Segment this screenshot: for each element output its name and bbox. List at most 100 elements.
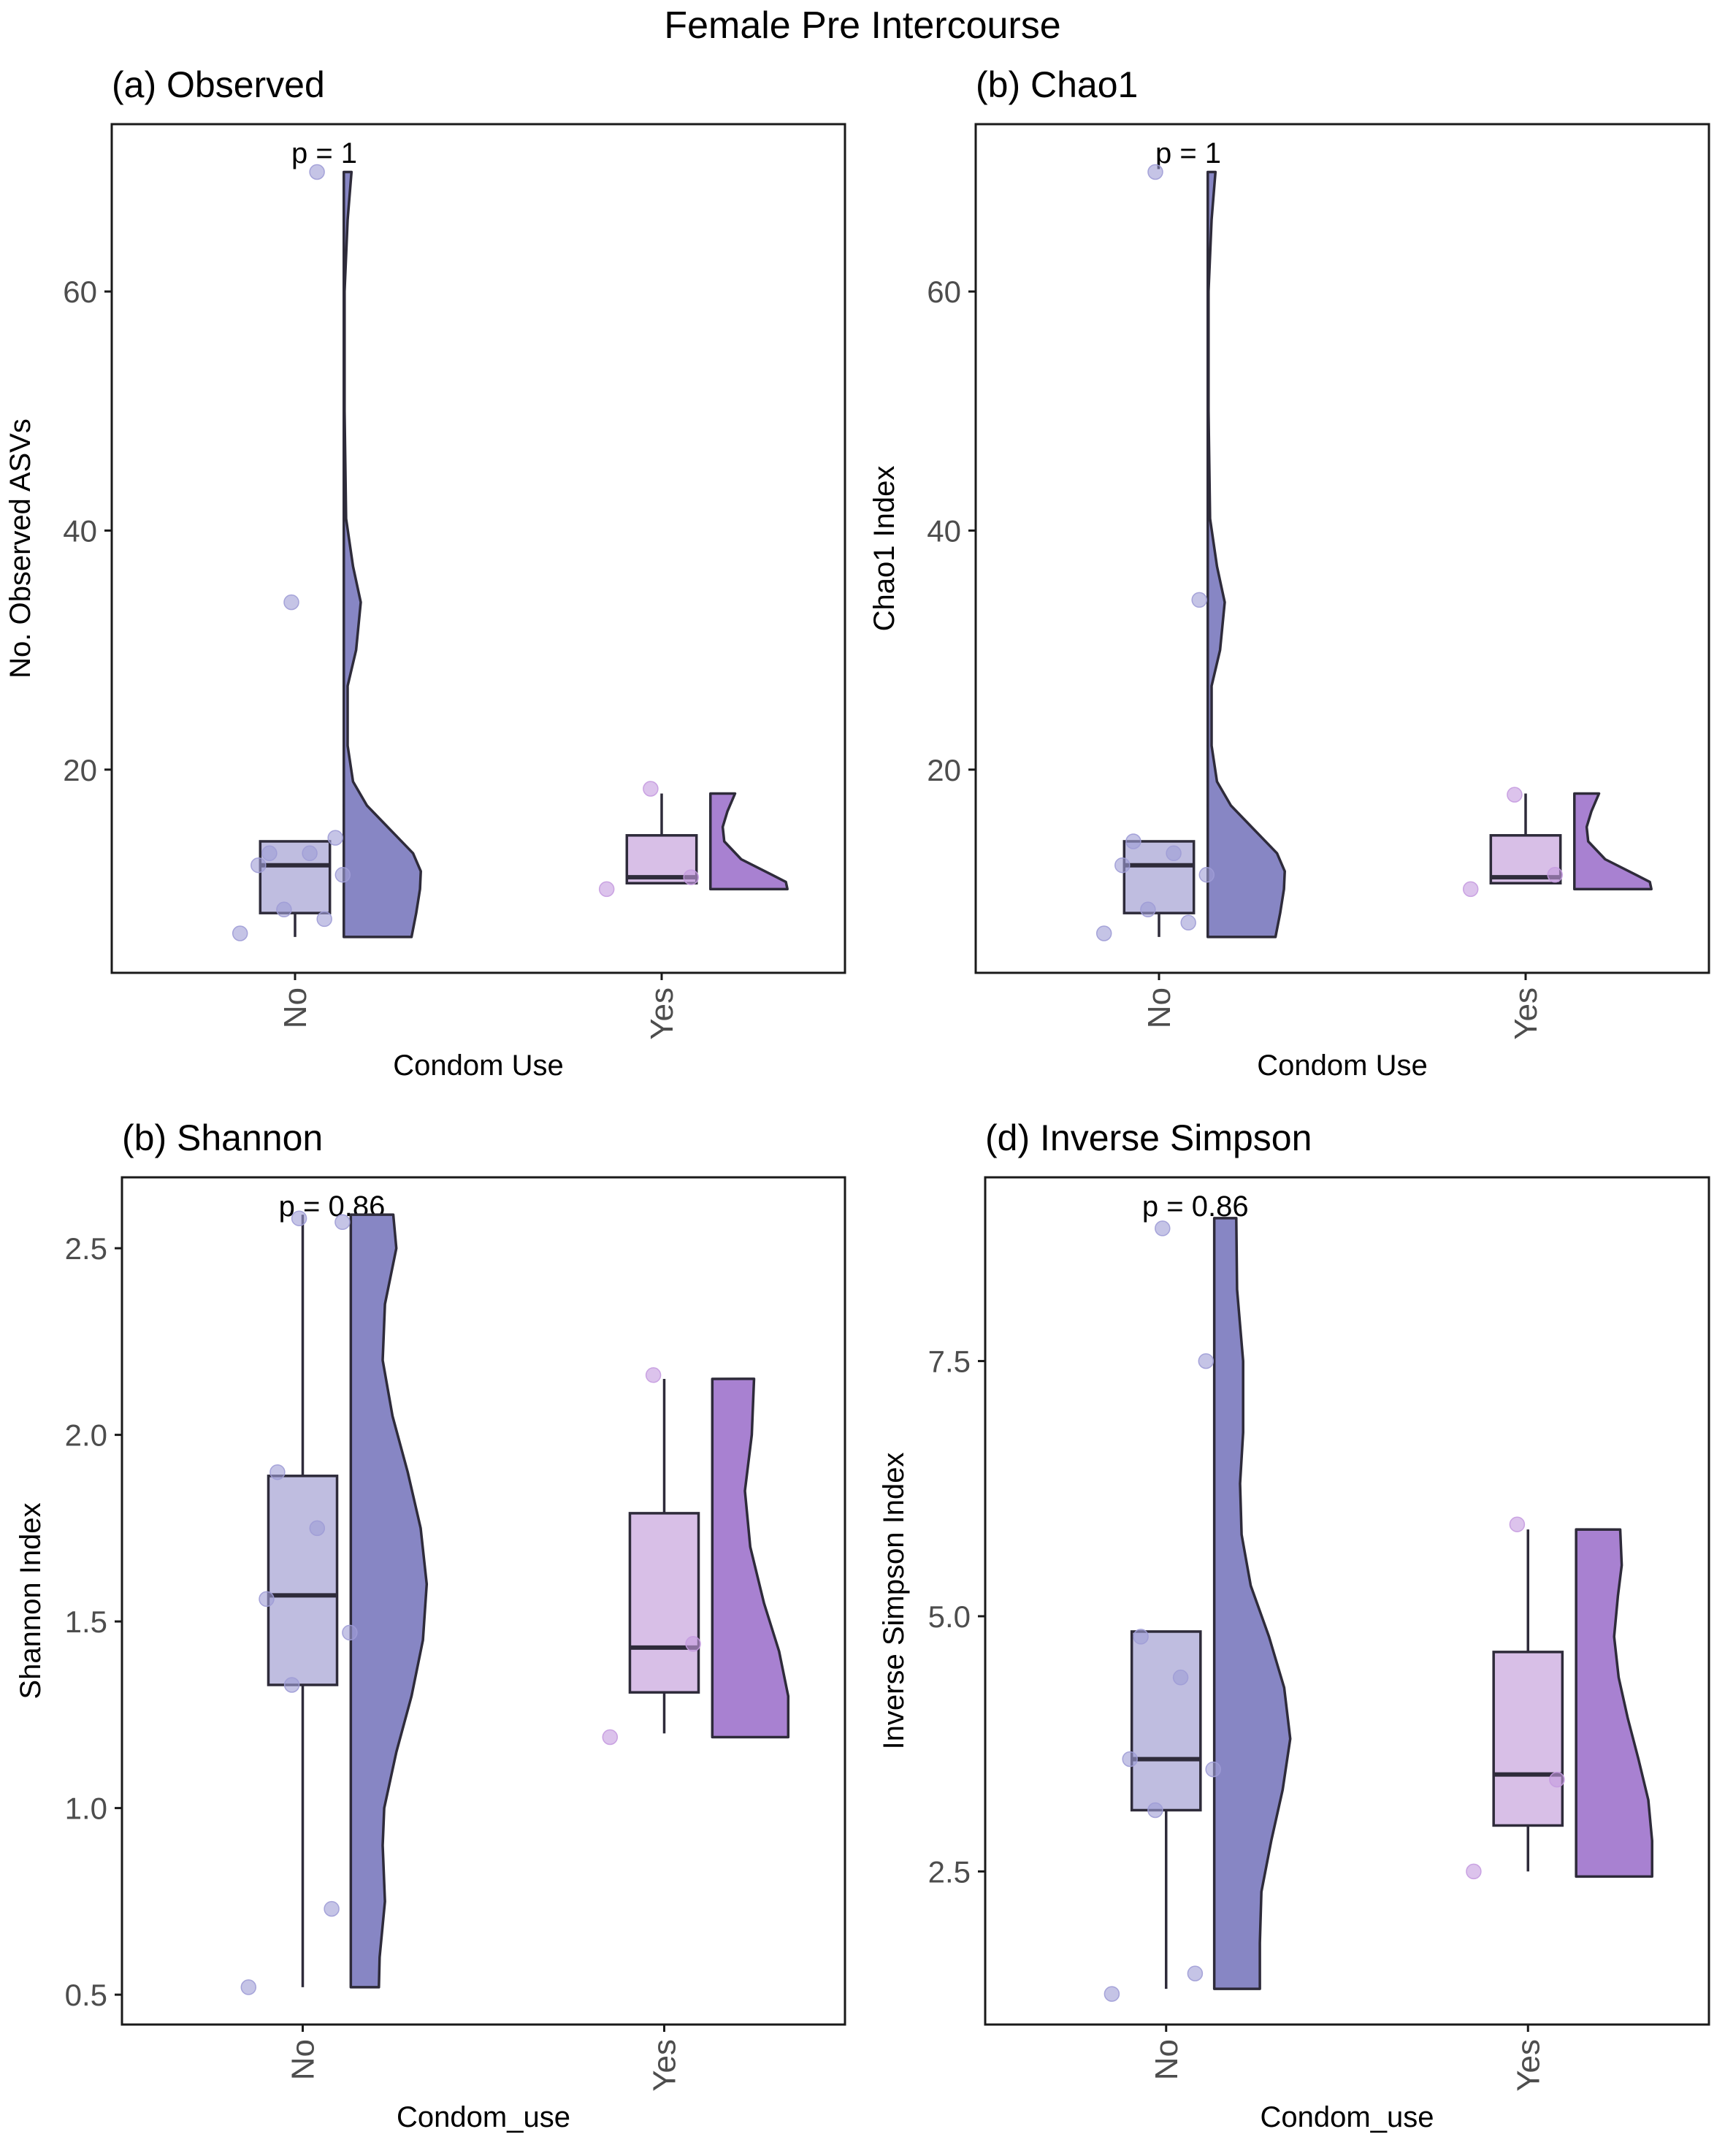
data-point	[1549, 1771, 1565, 1788]
data-point	[1125, 833, 1141, 849]
p-value-annotation: p = 1	[291, 137, 357, 169]
data-point	[1547, 867, 1563, 883]
box-body	[1122, 840, 1196, 914]
panels: (a) Observed 20 40 60 No. Observed ASVs Condo…	[4, 64, 1710, 2133]
x-axis-label: Condom Use	[393, 1050, 563, 1082]
y-tick-label: 20	[927, 753, 961, 787]
panel-title: (d) Inverse Simpson	[985, 1117, 1312, 1158]
data-point	[1104, 1986, 1120, 2002]
y-tick-label: 5.0	[928, 1599, 971, 1634]
data-point	[324, 1900, 340, 1917]
data-point	[283, 1677, 300, 1693]
data-point	[232, 925, 248, 941]
group-yes: Yes	[598, 781, 789, 1040]
plot-border	[121, 1176, 846, 2026]
group-no: No	[1104, 1217, 1292, 2080]
panel-4: (d) Inverse Simpson 2.5 5.0 7.5 Inverse Simp…	[878, 1117, 1710, 2133]
violin-yes	[709, 792, 789, 891]
box-body	[267, 1475, 339, 1686]
y-tick-label: 0.5	[65, 1978, 107, 2012]
data-point	[276, 901, 292, 918]
panel-title: (b) Shannon	[122, 1117, 323, 1158]
data-point	[1198, 867, 1215, 883]
data-point	[1187, 1965, 1204, 1981]
data-point	[1466, 1863, 1482, 1880]
data-point	[1147, 164, 1163, 180]
violin-yes	[1575, 1528, 1653, 1878]
panel-2: (b) Chao1 20 40 60 Chao1 Index Condom Use p = …	[868, 64, 1710, 1082]
data-point	[1180, 914, 1196, 931]
data-point	[1172, 1670, 1189, 1686]
data-point	[261, 845, 278, 862]
x-tick-label: No	[1149, 2039, 1185, 2080]
data-point	[283, 594, 299, 611]
box-body	[1130, 1630, 1202, 1812]
data-point	[645, 1367, 662, 1383]
y-axis-label: No. Observed ASVs	[4, 418, 37, 678]
data-point	[1507, 787, 1523, 803]
group-no: No	[240, 1210, 429, 2080]
panel-1: (a) Observed 20 40 60 No. Observed ASVs Condo…	[4, 64, 846, 1082]
violin-no	[1212, 1217, 1292, 1990]
x-tick-label: No	[286, 2039, 321, 2080]
data-point	[309, 1520, 326, 1537]
data-point	[302, 845, 318, 862]
group-yes: Yes	[1462, 787, 1653, 1040]
plot-border	[110, 123, 846, 974]
data-point	[342, 1624, 358, 1641]
x-axis-label: Condom Use	[1257, 1050, 1427, 1082]
x-tick-label: Yes	[647, 2039, 683, 2092]
data-point	[327, 830, 343, 846]
data-point	[602, 1729, 619, 1746]
data-point	[269, 1464, 286, 1480]
x-tick-label: Yes	[1508, 987, 1544, 1040]
group-yes: Yes	[602, 1367, 790, 2092]
data-point	[643, 781, 659, 797]
data-point	[1166, 845, 1182, 862]
data-point	[291, 1210, 307, 1226]
y-tick-label: 40	[927, 513, 961, 548]
data-point	[334, 1214, 351, 1231]
data-point	[685, 1636, 701, 1652]
y-tick-label: 60	[63, 275, 97, 309]
box-body	[628, 1512, 700, 1694]
data-point	[1205, 1761, 1221, 1778]
data-point	[1114, 857, 1131, 874]
data-point	[1133, 1629, 1149, 1645]
box-body	[1492, 1651, 1564, 1827]
x-tick-label: Yes	[644, 987, 680, 1040]
data-point	[1122, 1751, 1138, 1767]
y-axis-label: Inverse Simpson Index	[878, 1453, 910, 1750]
figure-title: Female Pre Intercourse	[664, 4, 1060, 47]
violin-yes	[1573, 792, 1653, 891]
p-value-annotation: p = 1	[1155, 137, 1221, 169]
violin-no	[343, 170, 422, 939]
group-no: No	[1095, 164, 1286, 1028]
data-point	[683, 869, 699, 885]
data-point	[309, 164, 325, 180]
y-tick-label: 2.5	[928, 1854, 971, 1889]
y-tick-label: 2.0	[65, 1418, 107, 1453]
data-point	[1140, 901, 1156, 918]
panel-title: (a) Observed	[112, 64, 325, 105]
y-tick-label: 40	[63, 513, 97, 548]
x-tick-label: No	[278, 987, 313, 1028]
data-point	[1198, 1353, 1215, 1369]
data-point	[1509, 1516, 1526, 1532]
y-tick-label: 1.0	[65, 1792, 107, 1826]
group-no: No	[232, 164, 422, 1028]
data-point	[598, 881, 615, 898]
data-point	[1095, 925, 1112, 941]
y-axis-label: Chao1 Index	[868, 466, 900, 632]
plot-border	[984, 1176, 1710, 2026]
x-tick-label: Yes	[1510, 2039, 1546, 2092]
data-point	[316, 911, 332, 928]
plot-border	[974, 123, 1710, 974]
data-point	[1147, 1802, 1163, 1819]
data-point	[1155, 1220, 1171, 1236]
data-point	[1462, 881, 1479, 898]
y-axis-label: Shannon Index	[15, 1502, 47, 1699]
x-axis-label: Condom_use	[1261, 2101, 1434, 2133]
x-tick-label: No	[1141, 987, 1177, 1028]
